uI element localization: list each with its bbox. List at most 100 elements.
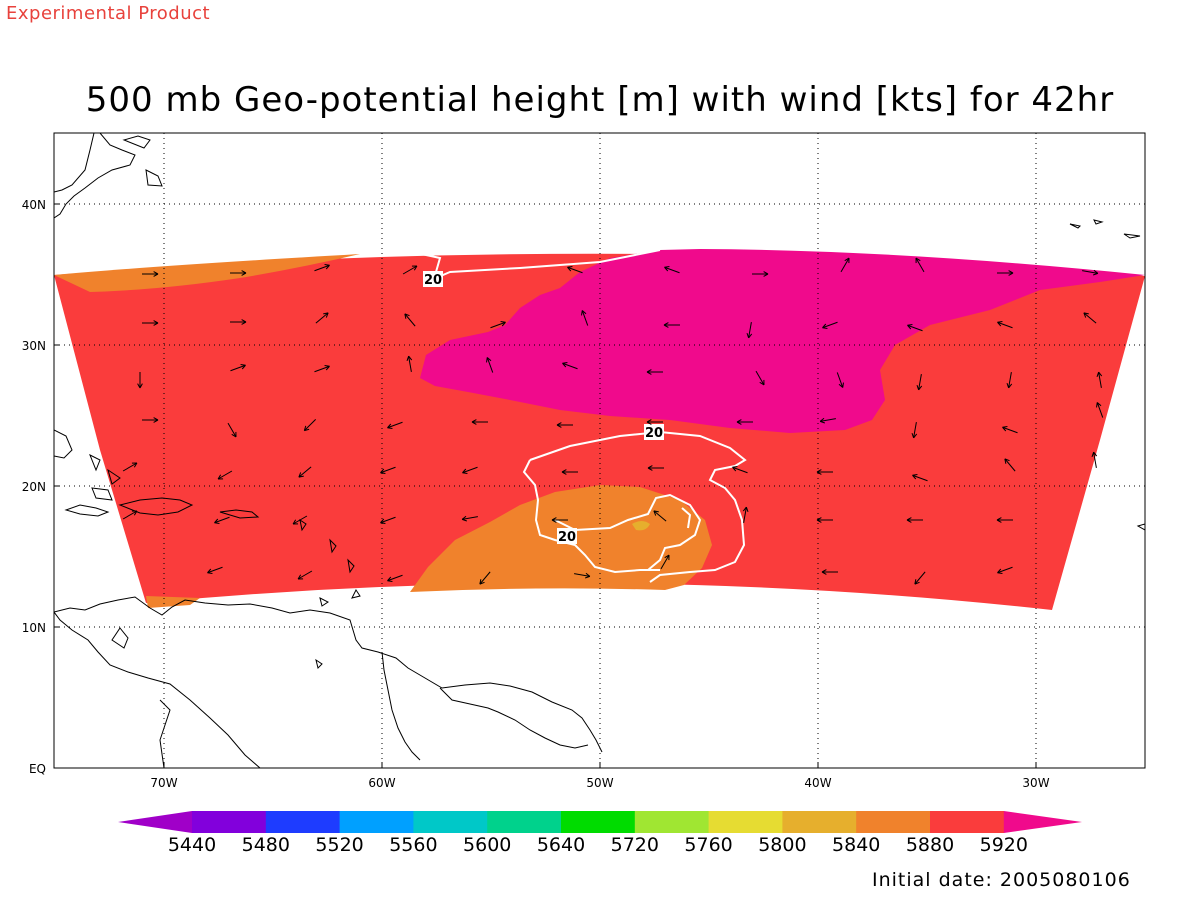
colorbar: 5440 5480 5520 5560 5600 5640 5720 5760 5800 5840… (118, 811, 1082, 856)
wind-arrow (840, 257, 850, 273)
contour-label: 20 (558, 530, 576, 545)
wind-arrow (1004, 458, 1016, 472)
colorbar-label: 5880 (906, 834, 954, 856)
wind-arrow (227, 422, 237, 438)
contour-label-box (644, 424, 664, 440)
wind-arrow (315, 312, 329, 324)
lat-lon-grid (54, 133, 1145, 768)
wind-arrow (736, 419, 753, 425)
colorbar-swatch (192, 811, 267, 833)
height-fill-5880-west (146, 596, 200, 608)
wind-arrow (664, 266, 680, 274)
wind-vectors (122, 257, 1104, 585)
wind-arrow (551, 517, 568, 523)
wind-arrow (906, 517, 923, 523)
colorbar-label: 5520 (315, 834, 363, 856)
wind-arrow (561, 469, 578, 475)
wind-arrow (479, 571, 491, 585)
wind-arrow (816, 517, 833, 523)
colorbar-swatch (487, 811, 562, 833)
wind-arrow (490, 321, 506, 329)
wind-arrow (914, 571, 926, 585)
wind-arrow (567, 266, 583, 274)
height-fill-5880-northwest (54, 254, 360, 292)
wind-arrow (142, 320, 159, 326)
lat-tick-30n: 30N (22, 339, 46, 353)
wind-arrow (1002, 426, 1018, 434)
wind-arrow (1082, 269, 1099, 276)
wind-arrow (314, 264, 330, 272)
contour-label: 20 (645, 426, 663, 441)
colorbar-label: 5600 (463, 834, 511, 856)
wind-arrow (1091, 451, 1098, 468)
wind-arrow (142, 271, 159, 277)
wind-arrow (912, 474, 928, 482)
wind-arrow (387, 574, 403, 582)
wind-arrow (142, 417, 159, 423)
wind-arrow (214, 516, 230, 524)
wind-arrow (230, 270, 247, 276)
wind-arrow (816, 469, 833, 475)
wind-arrow (819, 417, 836, 424)
lat-tick-20n: 20N (22, 480, 46, 494)
wind-arrow (752, 271, 769, 277)
colorbar-label: 5480 (242, 834, 290, 856)
lon-tick-50w: 50W (586, 776, 613, 790)
colorbar-label: 5720 (611, 834, 659, 856)
wind-arrow (660, 554, 670, 570)
wind-arrow (207, 566, 223, 574)
lon-tick-60w: 60W (368, 776, 395, 790)
wind-arrow (461, 515, 478, 522)
experimental-product-label: Experimental Product (6, 3, 211, 24)
wind-arrow (137, 372, 143, 389)
wind-arrow (298, 466, 312, 478)
colorbar-low-triangle (118, 811, 192, 833)
wind-arrow (915, 257, 925, 273)
colorbar-swatch (413, 811, 488, 833)
wind-arrow (303, 418, 317, 432)
contour-label-box (423, 271, 443, 287)
wind-arrow (997, 321, 1013, 329)
wind-arrow (380, 516, 396, 524)
wind-arrow (122, 510, 138, 520)
wind-arrow (653, 510, 667, 522)
colorbar-swatch (856, 811, 931, 833)
wind-arrow (230, 364, 246, 372)
wind-arrow (471, 419, 488, 425)
lat-tick-eq: EQ (29, 762, 46, 776)
wind-arrow (217, 470, 233, 480)
colorbar-label: 5560 (389, 834, 437, 856)
colorbar-label: 5640 (537, 834, 585, 856)
colorbar-label: 5920 (980, 834, 1028, 856)
lat-tick-40n: 40N (22, 198, 46, 212)
wind-arrow (1006, 372, 1013, 389)
wind-arrow (1096, 402, 1104, 418)
wind-arrow (755, 370, 765, 386)
wind-arrow (997, 566, 1013, 574)
wind-arrow (836, 372, 844, 388)
lon-tick-70w: 70W (150, 776, 177, 790)
colorbar-label: 5760 (684, 834, 732, 856)
lon-tick-30w: 30W (1022, 776, 1049, 790)
colorbar-swatch (265, 811, 341, 833)
colorbar-label: 5800 (758, 834, 806, 856)
colorbar-label: 5440 (168, 834, 216, 856)
colorbar-label: 5840 (832, 834, 880, 856)
axis-ticks (54, 203, 1037, 769)
wind-arrow (997, 270, 1014, 276)
map-title: 500 mb Geo-potential height [m] with win… (85, 80, 1115, 120)
wind-arrow (742, 506, 749, 523)
colorbar-high-triangle (1003, 811, 1082, 833)
wind-arrow (647, 465, 664, 471)
wind-arrow (732, 466, 748, 474)
wind-arrow (230, 319, 247, 325)
wind-arrow (387, 421, 403, 429)
lon-tick-40w: 40W (804, 776, 831, 790)
wind-arrow (646, 419, 663, 425)
wind-arrow (486, 357, 494, 373)
height-fill-5840-spot (632, 521, 650, 531)
wind-arrow (297, 570, 313, 580)
wind-arrow (462, 466, 478, 474)
wind-arrow (821, 569, 838, 575)
